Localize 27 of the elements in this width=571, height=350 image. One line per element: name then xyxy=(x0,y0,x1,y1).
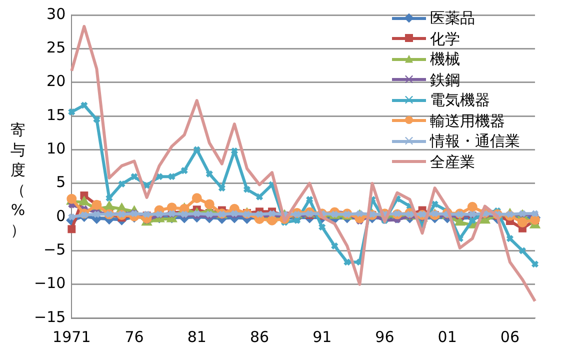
legend-label: 電気機器 xyxy=(430,90,490,110)
x-tick-label: 86 xyxy=(250,328,270,346)
y-tick-label: 15 xyxy=(46,106,66,124)
x-tick-label: 01 xyxy=(438,328,457,346)
x-tick-label: 81 xyxy=(187,328,206,346)
y-axis-title: 寄与度（%） xyxy=(10,120,26,240)
legend-label: 全産業 xyxy=(430,152,475,172)
legend-label: 医薬品 xyxy=(430,8,475,28)
y-tick-label: 20 xyxy=(46,72,66,90)
y-tick-label: −15 xyxy=(34,308,66,326)
x-tick-label: 91 xyxy=(312,328,332,346)
x-tick-label: 96 xyxy=(375,328,394,346)
legend-label: 化学 xyxy=(430,28,460,49)
x-tick-label: 06 xyxy=(500,328,520,346)
legend-label: 情報・通信業 xyxy=(430,131,520,152)
legend-label: 鉄鋼 xyxy=(430,70,460,90)
y-tick-label: −10 xyxy=(34,274,66,292)
x-tick-label: 1971 xyxy=(52,328,91,346)
x-tick-label: 76 xyxy=(124,328,144,346)
y-tick-label: 25 xyxy=(46,38,66,57)
y-tick-label: −5 xyxy=(44,240,66,259)
y-tick-label: 30 xyxy=(46,4,66,23)
y-tick-label: 10 xyxy=(46,140,66,158)
y-tick-label: 5 xyxy=(56,173,66,192)
legend-label: 機械 xyxy=(430,49,460,70)
y-tick-label: 0 xyxy=(56,206,66,225)
legend-label: 輸送用機器 xyxy=(430,110,505,131)
